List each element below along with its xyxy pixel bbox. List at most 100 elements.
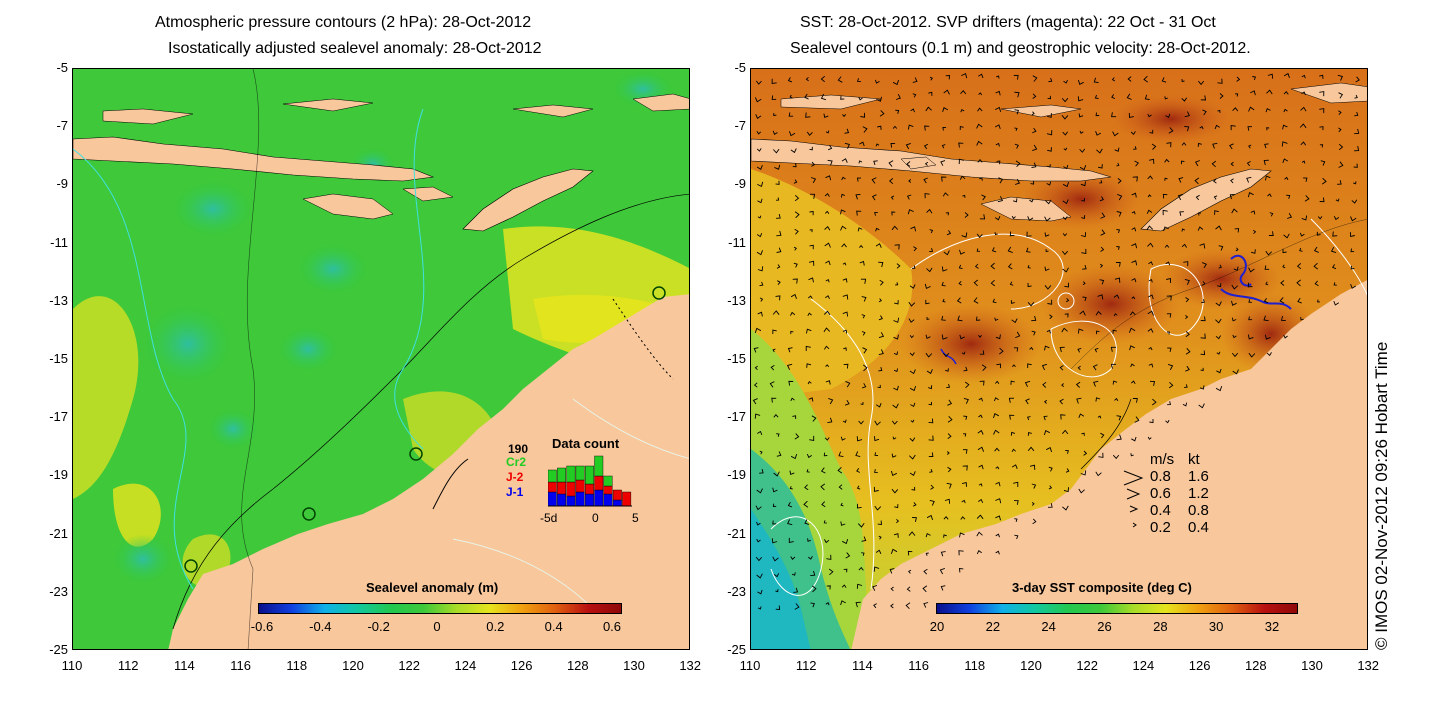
velocity-arrow (1064, 282, 1069, 288)
velocity-arrow (1266, 352, 1272, 357)
velocity-arrow (1319, 74, 1324, 79)
velocity-arrow (823, 452, 828, 457)
velocity-arrow (1127, 76, 1132, 82)
velocity-arrow (1200, 367, 1204, 372)
velocity-arrow (947, 415, 953, 423)
velocity-arrow (860, 112, 866, 118)
velocity-arrow (991, 247, 997, 253)
velocity-arrow (892, 403, 899, 409)
velocity-arrow (907, 550, 913, 556)
velocity-arrow (1010, 431, 1016, 436)
velocity-arrow (825, 364, 830, 368)
data-count-bar (548, 469, 557, 483)
velocity-arrow (788, 380, 794, 386)
velocity-arrow (840, 502, 844, 507)
velocity-arrow (1301, 215, 1308, 221)
left-colorbar-tick: 0.2 (486, 619, 505, 634)
velocity-arrow (1012, 364, 1016, 368)
velocity-arrow (1031, 330, 1036, 336)
right-colorbar-tick: 24 (1041, 619, 1056, 634)
velocity-arrow (943, 250, 950, 256)
velocity-arrow (1059, 346, 1065, 353)
velocity-arrow (1354, 94, 1358, 99)
velocity-arrow (1181, 228, 1186, 232)
velocity-arrow (978, 483, 983, 487)
velocity-arrow (998, 177, 1004, 184)
velocity-arrow (911, 486, 916, 491)
velocity-arrow (856, 485, 861, 490)
velocity-arrow (1014, 143, 1019, 149)
inset-title: Data count (552, 436, 620, 451)
velocity-arrow (926, 369, 933, 375)
velocity-row-1-ms: 0.6 (1150, 485, 1171, 502)
velocity-arrow (1337, 74, 1344, 81)
velocity-arrow (1283, 233, 1290, 239)
velocity-arrow (976, 248, 981, 252)
velocity-arrow (891, 225, 899, 231)
velocity-arrow (994, 380, 1000, 384)
velocity-arrow (859, 244, 864, 248)
velocity-arrow (754, 327, 762, 333)
velocity-arrow (773, 414, 779, 418)
velocity-arrow (995, 466, 1000, 470)
velocity-arrow (995, 533, 1000, 538)
velocity-arrow (809, 193, 816, 199)
data-count-bar (622, 491, 632, 507)
velocity-arrow (825, 260, 831, 266)
velocity-arrow (820, 467, 826, 474)
velocity-arrow (923, 568, 928, 575)
velocity-arrow (1076, 397, 1082, 404)
velocity-arrow (907, 209, 914, 215)
velocity-arrow (925, 334, 931, 340)
velocity-arrow (1167, 363, 1174, 371)
right-ytick: -17 (727, 409, 746, 425)
velocity-arrow (769, 381, 775, 388)
velocity-arrow (1131, 243, 1138, 249)
velocity-arrow (753, 382, 758, 388)
velocity-arrow (808, 397, 814, 402)
velocity-arrow (1059, 365, 1064, 371)
velocity-row-0-kt: 1.6 (1188, 468, 1209, 485)
velocity-arrow (871, 194, 877, 201)
left-ytick: -9 (56, 176, 68, 192)
velocity-arrow (863, 364, 868, 372)
velocity-arrow (878, 366, 883, 372)
velocity-arrow (874, 211, 878, 216)
velocity-arrow (806, 363, 812, 368)
velocity-arrow (775, 180, 780, 185)
velocity-arrow (877, 384, 881, 389)
velocity-arrow (977, 107, 983, 112)
velocity-arrow (775, 295, 781, 301)
velocity-arrow (1092, 364, 1098, 371)
velocity-arrow (1029, 198, 1034, 203)
velocity-arrow (840, 95, 845, 100)
velocity-arrow (776, 451, 782, 457)
velocity-arrow (1313, 246, 1319, 253)
velocity-arrow (1217, 109, 1221, 113)
velocity-arrow (1095, 397, 1101, 402)
velocity-arrow (840, 225, 847, 231)
velocity-arrow (961, 351, 966, 355)
velocity-arrow (787, 519, 793, 526)
velocity-arrow (858, 96, 863, 101)
velocity-legend-arrows (1123, 470, 1144, 528)
velocity-arrow (943, 89, 950, 95)
velocity-arrow (825, 380, 831, 385)
velocity-arrow (894, 504, 899, 509)
velocity-arrow (960, 90, 967, 95)
data-count-bar (548, 481, 557, 493)
velocity-arrow (995, 498, 1002, 504)
velocity-arrow (1248, 106, 1255, 112)
velocity-arrow (842, 419, 847, 423)
velocity-arrow (959, 334, 965, 340)
velocity-arrow (994, 124, 1001, 130)
velocity-arrow (1247, 126, 1252, 131)
velocity-arrow (1198, 403, 1205, 409)
velocity-arrow (1080, 181, 1086, 187)
velocity-arrow (943, 534, 947, 538)
velocity-arrow (1100, 212, 1106, 219)
velocity-arrow (1014, 127, 1018, 131)
velocity-arrow (773, 573, 780, 578)
velocity-arrow (942, 107, 949, 113)
right-xtick: 114 (852, 658, 873, 673)
